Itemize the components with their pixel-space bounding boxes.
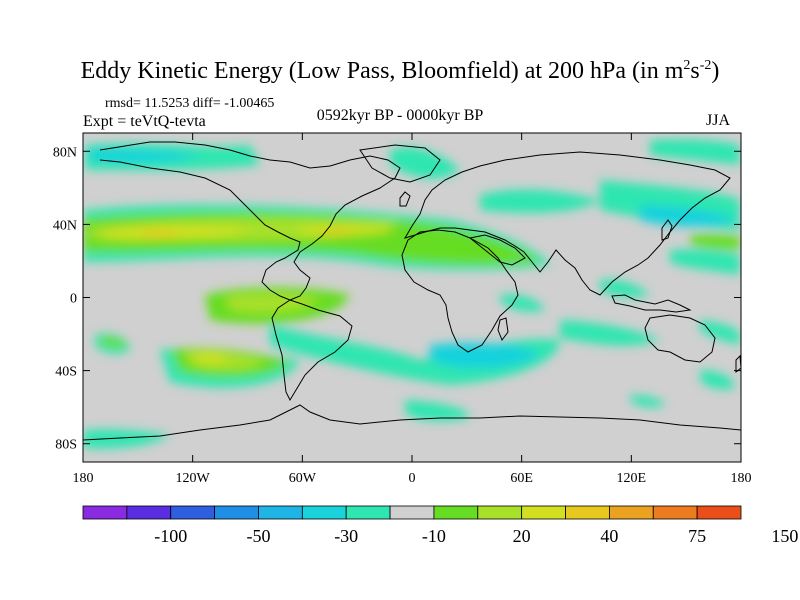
coast-indonesia <box>611 294 692 313</box>
lon-tick-label: 120E <box>617 471 647 486</box>
rmsd-diff-stats: rmsd= 11.5253 diff= -1.00465 <box>105 96 275 111</box>
colorbar-swatch <box>521 505 566 520</box>
lat-tick-label: 40N <box>53 218 77 233</box>
lon-tick-label: 60E <box>510 471 533 486</box>
experiment-label: Expt = teVtQ-tevta <box>83 113 206 130</box>
colorbar-label: -10 <box>422 526 446 546</box>
colorbar-label: 20 <box>513 526 531 546</box>
colorbar-label: 40 <box>600 526 618 546</box>
coast-north-america-east <box>99 141 401 301</box>
lon-tick-label: 120W <box>176 471 211 486</box>
anomaly-fields <box>83 139 741 449</box>
anomaly-pos150 <box>140 229 356 238</box>
coast-eurasia <box>403 151 731 296</box>
coast-antarctica <box>83 404 741 441</box>
colorbar-swatch <box>652 505 698 520</box>
latitude-axis: 80N 40N 0 40S 80S <box>53 145 741 453</box>
colorbar-swatch <box>609 505 654 520</box>
period-label: 0592kyr BP - 0000kyr BP <box>316 107 484 124</box>
map-panel <box>82 132 742 463</box>
coast-japan <box>661 219 673 241</box>
title-sup-2: 2 <box>683 58 691 73</box>
lon-tick-label: 60W <box>289 471 317 486</box>
colorbar: -100 -50 -30 -10 20 40 75 150 <box>82 505 798 546</box>
coast-new-zealand <box>735 354 741 374</box>
colorbar-swatch <box>696 505 742 520</box>
title-close-paren: ) <box>711 58 720 84</box>
season-label: JJA <box>706 112 731 129</box>
colorbar-swatch <box>477 505 523 520</box>
coast-uk <box>399 191 411 207</box>
title-unit-s: s <box>690 58 700 84</box>
colorbar-label: -100 <box>154 526 187 546</box>
colorbar-swatch <box>301 505 347 520</box>
colorbar-label: 75 <box>688 526 706 546</box>
colorbar-swatch <box>126 505 172 520</box>
coast-south-america <box>271 299 353 402</box>
colorbar-swatch <box>258 505 303 520</box>
colorbar-label: 150 <box>771 526 798 546</box>
title-text: Eddy Kinetic Energy (Low Pass, Bloomfiel… <box>80 58 684 84</box>
colorbar-label: -50 <box>246 526 270 546</box>
lon-tick-label: 0 <box>409 471 416 486</box>
lon-tick-label: 180 <box>73 471 94 486</box>
coast-arabia <box>468 234 526 266</box>
title-sup-neg2: -2 <box>699 58 712 73</box>
coast-australia <box>644 314 716 363</box>
coastlines <box>83 141 741 441</box>
lat-tick-label: 80N <box>53 145 77 160</box>
coast-north-america-west <box>99 159 301 301</box>
lon-tick-label: 180 <box>731 471 752 486</box>
colorbar-swatch <box>82 505 128 520</box>
anomaly-neg30 <box>90 149 738 369</box>
lat-tick-label: 80S <box>55 438 77 453</box>
colorbar-swatch <box>170 505 216 520</box>
longitude-axis: 180 120W 60W 0 60E 120E 180 <box>73 133 752 486</box>
colorbar-swatch <box>214 505 259 520</box>
colorbar-label: -30 <box>334 526 358 546</box>
colorbar-swatch <box>389 505 435 520</box>
chart-title: Eddy Kinetic Energy (Low Pass, Bloomfiel… <box>0 58 800 85</box>
coast-madagascar <box>497 317 509 342</box>
colorbar-swatch <box>433 505 479 520</box>
coast-greenland <box>359 144 441 183</box>
lat-tick-label: 40S <box>55 365 77 380</box>
lat-tick-label: 0 <box>70 292 77 307</box>
colorbar-swatch <box>565 505 610 520</box>
colorbar-swatch <box>345 505 391 520</box>
